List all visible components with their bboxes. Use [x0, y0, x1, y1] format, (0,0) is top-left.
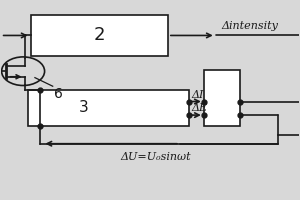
Text: 2: 2 — [94, 26, 105, 44]
Bar — [28, 90, 189, 126]
Text: ΔE: ΔE — [192, 103, 208, 113]
Text: ΔI: ΔI — [192, 90, 204, 100]
Text: ΔU=U₀sinωt: ΔU=U₀sinωt — [121, 152, 191, 162]
Bar — [31, 15, 168, 56]
Text: 3: 3 — [79, 100, 89, 115]
Text: 6: 6 — [54, 87, 63, 101]
Bar — [204, 70, 240, 126]
Text: Δintensity: Δintensity — [222, 21, 278, 31]
